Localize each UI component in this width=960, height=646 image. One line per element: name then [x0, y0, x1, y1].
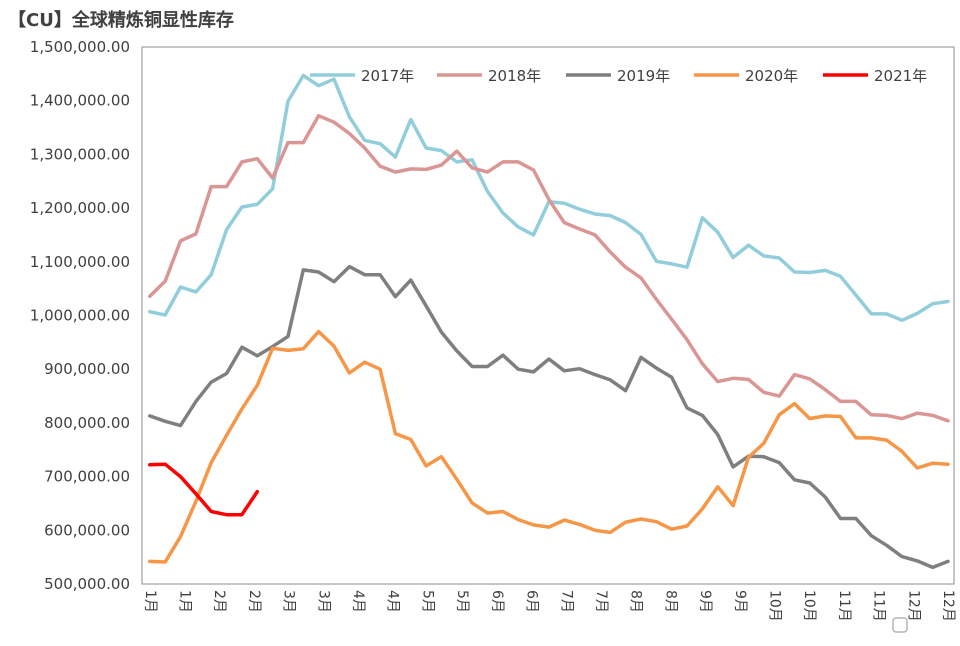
x-tick-label: 6月 [524, 590, 540, 613]
watermark [892, 617, 908, 633]
x-tick-label: 1月 [177, 590, 193, 613]
y-tick-label: 1,300,000.00 [30, 145, 130, 163]
series-line-3 [148, 329, 950, 564]
y-axis-ticks: 1,500,000.00 1,400,000.00 1,300,000.00 1,20… [30, 38, 130, 593]
x-tick-label: 5月 [419, 590, 435, 613]
x-tick-label: 7月 [593, 590, 609, 613]
x-tick-label: 12月 [940, 590, 956, 622]
x-tick-label: 11月 [836, 590, 852, 622]
series-line-2 [148, 264, 950, 570]
x-tick-label: 4月 [350, 590, 366, 613]
x-tick-label: 9月 [732, 590, 748, 613]
x-axis-ticks: 1月 1月 2月 2月 3月 3月 4月 4月 5月 5月 6月 6月 7月 7月 8月 8月 9月 9月 10月 1… [142, 590, 956, 622]
x-tick-label: 4月 [385, 590, 401, 613]
x-tick-label: 5月 [454, 590, 470, 613]
x-tick-label: 10月 [801, 590, 817, 622]
legend-label-1: 2018年 [488, 67, 541, 85]
y-tick-label: 900,000.00 [44, 360, 130, 378]
x-tick-label: 1月 [142, 590, 158, 613]
y-tick-label: 600,000.00 [44, 521, 130, 539]
x-tick-label: 8月 [662, 590, 678, 613]
y-tick-label: 500,000.00 [44, 575, 130, 593]
legend-label-0: 2017年 [361, 67, 414, 85]
x-tick-label: 9月 [697, 590, 713, 613]
x-tick-label: 2月 [211, 590, 227, 613]
x-tick-label: 11月 [871, 590, 887, 622]
x-tick-label: 7月 [558, 590, 574, 613]
legend-label-4: 2021年 [874, 67, 927, 85]
series-lines [148, 73, 950, 570]
series-line-1 [148, 113, 950, 423]
y-tick-label: 1,400,000.00 [30, 92, 130, 110]
plot-frame [141, 46, 955, 585]
chart-title: 【CU】全球精炼铜显性库存 [8, 10, 234, 31]
y-tick-label: 1,500,000.00 [30, 38, 130, 56]
x-tick-label: 8月 [628, 590, 644, 613]
x-tick-label: 3月 [315, 590, 331, 613]
watermark-icon [892, 617, 908, 633]
series-line-4 [148, 462, 260, 517]
x-tick-label: 3月 [281, 590, 297, 613]
legend-label-2: 2019年 [617, 67, 670, 85]
x-tick-label: 6月 [489, 590, 505, 613]
legend-label-3: 2020年 [745, 67, 798, 85]
y-tick-label: 1,000,000.00 [30, 307, 130, 325]
y-tick-label: 1,200,000.00 [30, 199, 130, 217]
x-tick-label: 2月 [246, 590, 262, 613]
x-tick-label: 10月 [766, 590, 782, 622]
y-tick-label: 700,000.00 [44, 468, 130, 486]
chart-axes [141, 46, 955, 585]
y-tick-label: 800,000.00 [44, 414, 130, 432]
x-tick-label: 12月 [905, 590, 921, 622]
y-tick-label: 1,100,000.00 [30, 253, 130, 271]
legend: 2017年 2018年 2019年 2020年 2021年 [310, 67, 927, 85]
